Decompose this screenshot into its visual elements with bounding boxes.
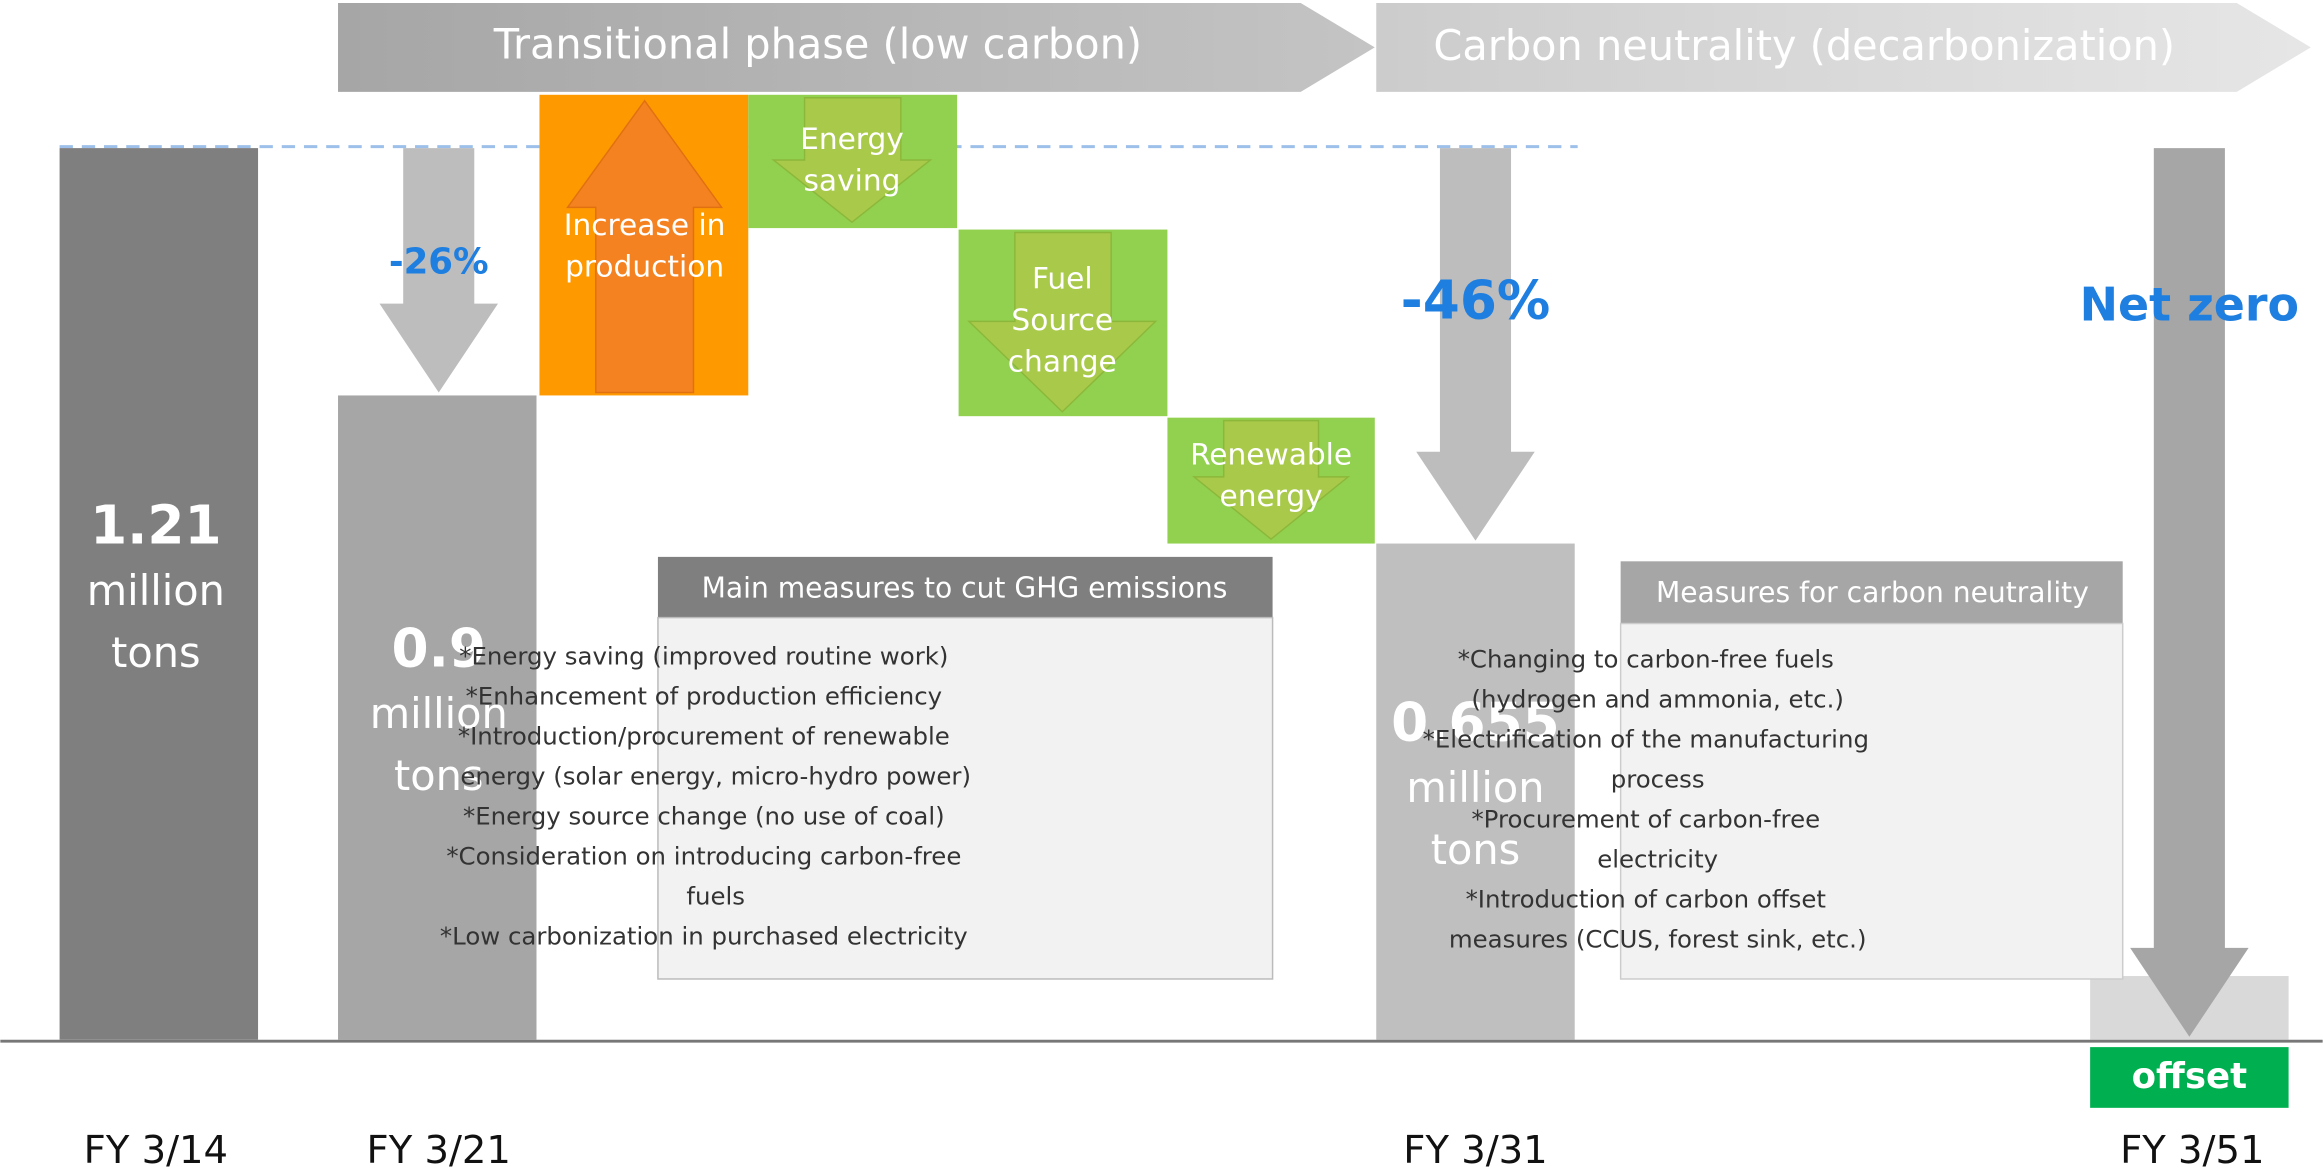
label: Source — [1011, 303, 1113, 337]
label: measures (CCUS, forest sink, etc.) — [1449, 924, 1867, 953]
label: million — [87, 567, 225, 615]
box-body — [1619, 622, 2124, 980]
bar — [338, 395, 537, 1040]
label: production — [565, 250, 724, 284]
label: *Electrification of the manufacturing — [1423, 725, 1869, 754]
box-header — [657, 556, 1273, 618]
label: 0.9 — [392, 617, 486, 679]
label: Fuel — [1032, 261, 1093, 295]
label: (hydrogen and ammonia, etc.) — [1471, 685, 1843, 714]
label: change — [1008, 344, 1117, 378]
label: *Enhancement of production efficiency — [466, 682, 943, 711]
label: FY 3/31 — [1403, 1128, 1547, 1173]
label: FY 3/51 — [2120, 1128, 2264, 1173]
down-arrow — [967, 231, 1158, 413]
box-header — [1620, 561, 2123, 624]
down-arrow — [2130, 148, 2249, 1037]
label: Renewable — [1190, 438, 1352, 472]
down-arrow — [379, 148, 498, 393]
label: Increase in — [564, 208, 726, 242]
label: energy — [1220, 479, 1323, 513]
label: Measures for carbon neutrality — [1656, 576, 2089, 609]
label: 1.21 — [90, 494, 222, 556]
down-arrow — [1191, 419, 1351, 541]
label: tons — [1431, 826, 1521, 874]
label: *Energy source change (no use of coal) — [463, 802, 945, 831]
label: 0.655 — [1391, 691, 1560, 753]
label: *Changing to carbon-free fuels — [1458, 645, 1834, 674]
label: FY 3/21 — [367, 1128, 511, 1173]
label: *Consideration on introducing carbon-fre… — [446, 842, 961, 871]
label: tons — [111, 629, 201, 677]
label: Energy — [800, 122, 904, 156]
label: Carbon neutrality (decarbonization) — [1433, 22, 2175, 70]
label: electricity — [1597, 844, 1718, 873]
label: Transitional phase (low carbon) — [493, 20, 1142, 68]
label: *Introduction of carbon offset — [1466, 884, 1826, 913]
label: *Introduction/procurement of renewable — [458, 722, 950, 751]
bar — [1376, 543, 1575, 1040]
offset-box — [2090, 1047, 2289, 1108]
label: offset — [2132, 1056, 2247, 1097]
down-arrow — [771, 97, 933, 224]
box-body — [657, 616, 1274, 980]
label: Net zero — [2080, 278, 2300, 332]
label: FY 3/14 — [84, 1128, 228, 1173]
phase-arrow — [338, 2, 1375, 92]
label: fuels — [686, 882, 745, 911]
label: million — [1406, 764, 1544, 812]
label: process — [1611, 765, 1705, 794]
label: *Procurement of carbon-free — [1471, 805, 1820, 834]
label: *Energy saving (improved routine work) — [459, 642, 948, 671]
bar — [59, 148, 259, 1040]
phase-arrow — [1376, 2, 2311, 92]
label: million — [370, 690, 508, 738]
down-arrow — [1416, 148, 1535, 541]
label: Main measures to cut GHG emissions — [702, 571, 1228, 604]
label: -26% — [389, 242, 489, 283]
label: energy (solar energy, micro-hydro power) — [460, 762, 971, 791]
label: saving — [804, 164, 901, 198]
label: -46% — [1401, 269, 1551, 331]
label: tons — [394, 752, 483, 800]
label: *Low carbonization in purchased electric… — [440, 922, 968, 951]
up-arrow — [566, 99, 724, 394]
